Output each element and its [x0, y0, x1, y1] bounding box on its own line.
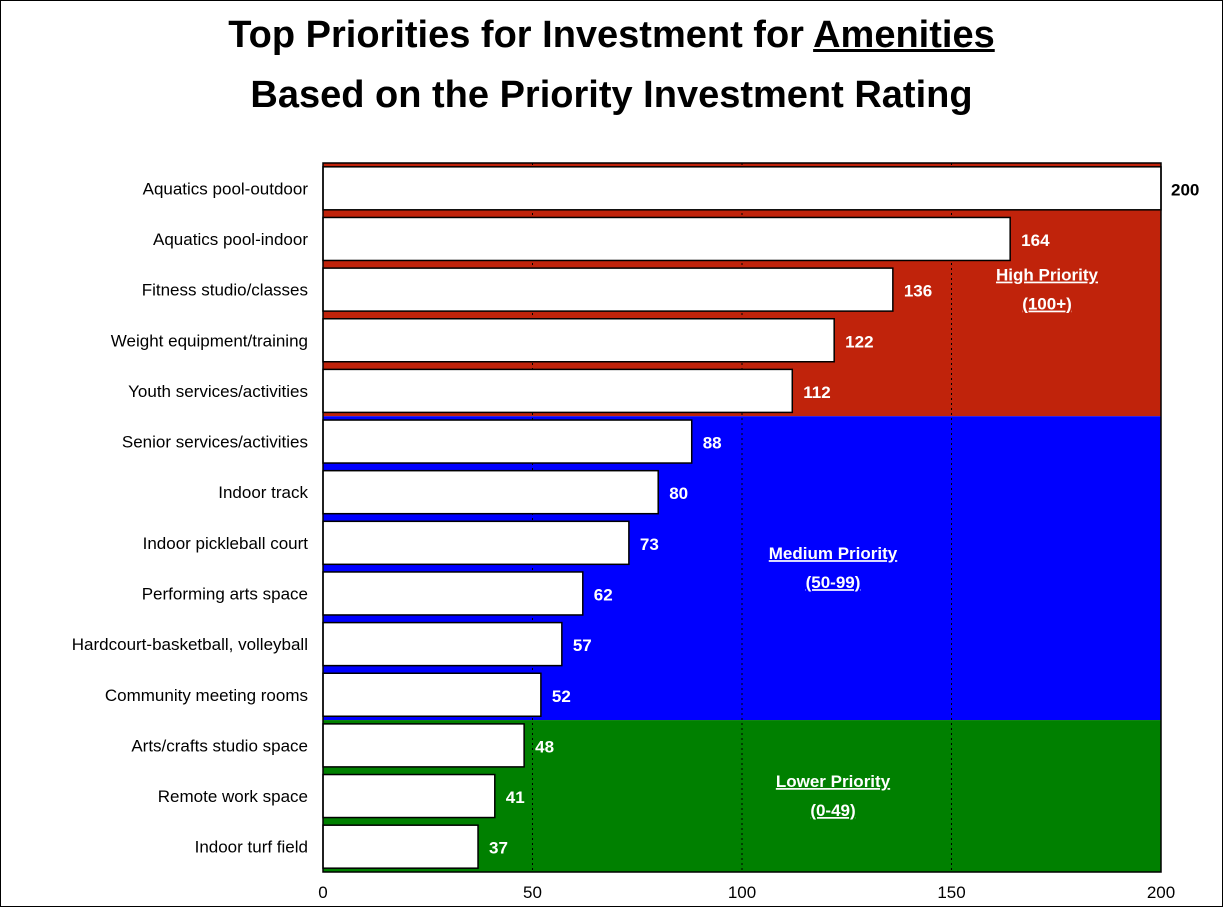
- category-label: Arts/crafts studio space: [131, 736, 308, 755]
- x-tick-label: 50: [523, 883, 542, 902]
- chart-title-line-2: Based on the Priority Investment Rating: [250, 74, 973, 116]
- bars: [322, 166, 1162, 869]
- bar: [322, 824, 479, 869]
- plot-border: [322, 162, 1162, 873]
- bar: [322, 368, 794, 414]
- bar: [322, 723, 525, 768]
- value-label: 73: [640, 535, 659, 554]
- bar: [322, 571, 584, 616]
- bar: [322, 216, 1011, 262]
- bar: [322, 267, 894, 312]
- value-label: 37: [489, 839, 508, 858]
- value-label: 136: [904, 282, 932, 301]
- band-range-label: (50-99): [806, 573, 861, 592]
- category-label: Indoor pickleball court: [143, 534, 309, 553]
- value-label: 57: [573, 636, 592, 655]
- band-label: High Priority: [996, 266, 1099, 285]
- bar: [322, 672, 542, 717]
- value-label: 122: [845, 332, 873, 351]
- bar: [322, 520, 630, 566]
- value-label: 62: [594, 585, 613, 604]
- bar: [322, 419, 693, 464]
- x-tick-label: 200: [1147, 883, 1175, 902]
- value-label: 80: [669, 484, 688, 503]
- category-label: Youth services/activities: [128, 382, 308, 401]
- category-label: Performing arts space: [142, 584, 308, 603]
- category-label: Hardcourt-basketball, volleyball: [72, 635, 308, 654]
- value-label: 112: [803, 383, 830, 402]
- category-label: Fitness studio/classes: [142, 281, 308, 300]
- bar: [322, 773, 496, 819]
- band-label: Medium Priority: [769, 544, 898, 563]
- x-tick-label: 0: [318, 883, 327, 902]
- bar: [322, 469, 659, 515]
- value-label: 200: [1171, 180, 1199, 199]
- x-tick-label: 100: [728, 883, 756, 902]
- bar: [322, 166, 1162, 211]
- title-emphasis: Amenities: [813, 14, 995, 56]
- band-range-label: (0-49): [810, 801, 855, 820]
- value-label: 88: [703, 434, 722, 453]
- category-label: Indoor track: [218, 483, 308, 502]
- value-label: 48: [535, 737, 554, 756]
- band-range-label: (100+): [1022, 295, 1072, 314]
- bar: [322, 621, 563, 667]
- bar: [322, 318, 835, 363]
- category-label: Community meeting rooms: [105, 686, 308, 705]
- x-tick-label: 150: [937, 883, 965, 902]
- category-label: Aquatics pool-outdoor: [143, 179, 309, 198]
- labels: Aquatics pool-outdoor 200 Aquatics pool-in…: [72, 162, 1199, 902]
- title-prefix: Top Priorities for Investment for: [228, 14, 814, 56]
- category-label: Senior services/activities: [122, 433, 308, 452]
- value-label: 164: [1021, 231, 1050, 250]
- value-label: 41: [506, 788, 525, 807]
- chart-title-line-1: Top Priorities for Investment for Amenit…: [0, 14, 1223, 57]
- category-label: Indoor turf field: [195, 838, 308, 857]
- category-label: Aquatics pool-indoor: [153, 230, 308, 249]
- category-label: Remote work space: [158, 787, 308, 806]
- category-label: Weight equipment/training: [111, 331, 308, 350]
- value-label: 52: [552, 687, 571, 706]
- band-label: Lower Priority: [776, 772, 891, 791]
- gridlines: [532, 163, 952, 872]
